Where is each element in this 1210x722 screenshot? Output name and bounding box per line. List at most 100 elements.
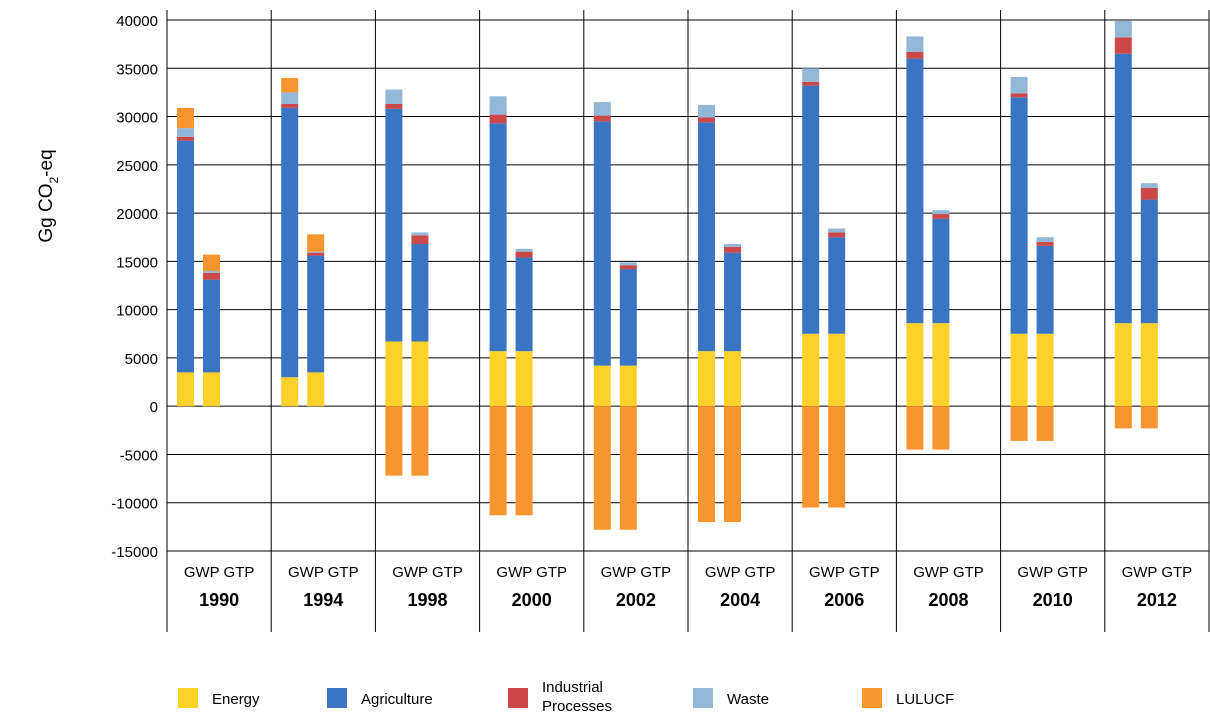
legend-label: Industrial Processes [542,679,612,715]
bar-segment-energy [1114,323,1132,407]
legend-label: Agriculture [361,691,433,708]
bar-segment-industrial-processes [906,51,924,59]
bar-segment-waste [906,36,924,52]
bar-segment-industrial-processes [698,117,715,123]
bar-segment-agriculture [828,237,846,334]
bar-segment-industrial-processes [411,235,429,244]
bar-segment-waste [1036,237,1054,243]
metric-label: GWP GTP [913,564,984,581]
bar-segment-lulucf [1114,406,1132,429]
bar-segment-industrial-processes [802,81,820,86]
bar-segment-energy [828,333,846,407]
bar-segment-agriculture [177,140,194,373]
bar-segment-waste [1114,20,1132,38]
y-tick-label: 0 [150,399,158,416]
year-label: 2008 [928,590,968,610]
bar-segment-lulucf [698,406,715,523]
bars [177,20,1158,530]
bar-segment-industrial-processes [619,265,637,270]
bar-segment-energy [385,341,403,407]
y-tick-labels: -15000 -10000 -5000 0 5000 10000 15000 20000 250… [111,13,158,561]
bar-segment-energy [593,365,611,407]
year-label: 1994 [303,590,343,610]
metric-label: GWP GTP [288,564,359,581]
bar-segment-waste [1010,76,1028,94]
y-tick-label: -10000 [111,496,158,513]
bar-segment-energy [411,341,429,407]
metric-label: GWP GTP [809,564,880,581]
year-label: 2006 [824,590,864,610]
bar-segment-agriculture [281,107,299,378]
metric-label: GWP GTP [184,564,255,581]
y-tick-label: -15000 [111,544,158,561]
bar-segment-lulucf [828,406,846,508]
legend-swatch [178,688,198,708]
bar-segment-agriculture [1010,97,1028,334]
bar-segment-lulucf [802,406,820,508]
bar-segment-agriculture [932,218,950,324]
bar-segment-waste [619,262,637,266]
bar-segment-energy [802,333,820,407]
bar-segment-lulucf [932,406,950,450]
bar-segment-lulucf [411,406,429,476]
bar-segment-energy [932,323,950,407]
bar-segment-agriculture [411,243,429,342]
bar-segment-lulucf [1036,406,1054,441]
y-tick-label: 25000 [116,158,158,175]
bar-segment-energy [203,372,220,407]
bar-segment-waste [411,232,429,236]
bar-segment-industrial-processes [593,115,611,122]
legend-label: Energy [212,691,260,708]
y-tick-label: 15000 [116,254,158,271]
bar-segment-waste [698,104,715,118]
bar-segment-lulucf [619,406,637,530]
year-label: 1990 [199,590,239,610]
bar-segment-industrial-processes [385,103,403,109]
bar-segment-waste [489,96,507,115]
bar-segment-waste [281,92,299,104]
bar-segment-waste [515,248,533,252]
bar-segment-waste [307,251,325,253]
bar-segment-energy [1140,323,1158,407]
bar-segment-agriculture [724,252,741,352]
bar-segment-energy [1036,333,1054,407]
bar-segment-industrial-processes [932,214,950,219]
legend-swatch [862,688,882,708]
group-dividers [166,10,1210,632]
bar-segment-industrial-processes [177,136,194,141]
metric-label: GWP GTP [705,564,776,581]
y-tick-label: 35000 [116,61,158,78]
bar-segment-waste [1140,183,1158,188]
legend-swatch [508,688,528,708]
metric-label: GWP GTP [496,564,567,581]
bar-segment-industrial-processes [1140,187,1158,200]
bar-segment-waste [385,89,403,104]
bar-segment-waste [724,243,741,247]
year-label: 2012 [1137,590,1177,610]
bar-segment-agriculture [515,257,533,352]
bar-segment-lulucf [489,406,507,516]
year-label: 2002 [616,590,656,610]
y-tick-label: 20000 [116,206,158,223]
bar-segment-lulucf [281,77,299,93]
bar-segment-agriculture [593,121,611,366]
bar-segment-lulucf [177,107,194,129]
bar-segment-lulucf [515,406,533,516]
bar-segment-industrial-processes [203,272,220,280]
bar-segment-agriculture [802,85,820,334]
bar-segment-industrial-processes [307,252,325,256]
bar-segment-lulucf [385,406,403,476]
legend-swatch [693,688,713,708]
bar-segment-energy [515,351,533,407]
bar-segment-agriculture [1036,245,1054,334]
y-tick-label: 10000 [116,303,158,320]
metric-label: GWP GTP [1122,564,1193,581]
bar-segment-lulucf [1140,406,1158,429]
y-tick-label: 5000 [125,351,158,368]
bar-segment-agriculture [385,108,403,342]
bar-segment-agriculture [1114,53,1132,324]
bar-segment-agriculture [1140,199,1158,324]
bar-segment-industrial-processes [1036,242,1054,246]
bar-segment-lulucf [593,406,611,530]
